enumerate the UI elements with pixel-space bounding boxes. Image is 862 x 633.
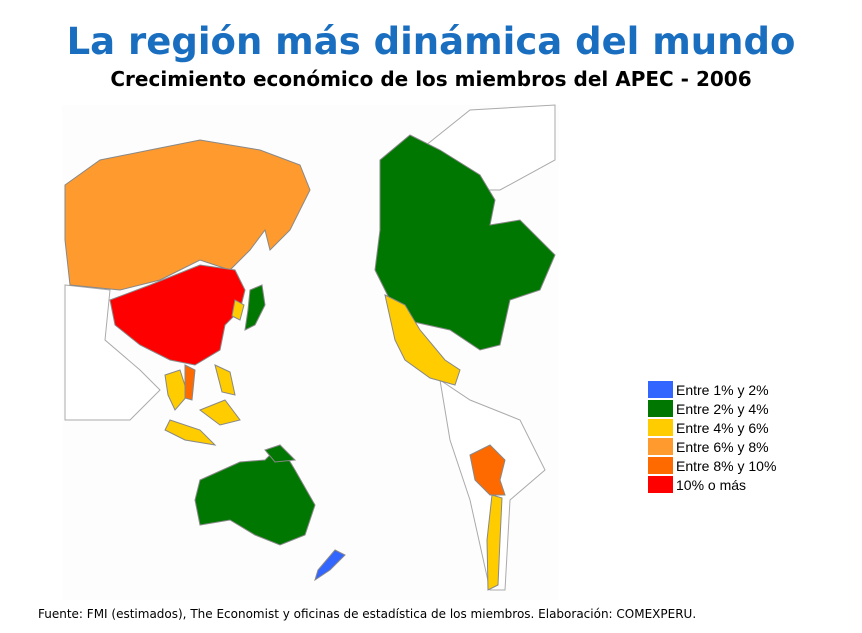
legend-swatch: [648, 419, 673, 436]
legend-label: Entre 2% y 4%: [676, 400, 769, 417]
legend-label: Entre 6% y 8%: [676, 438, 769, 455]
legend-swatch: [648, 400, 673, 417]
legend-label: 10% o más: [676, 476, 747, 493]
mexico: [384, 294, 461, 386]
malaysia: [198, 399, 241, 426]
vietnam: [184, 364, 196, 401]
legend-swatch: [648, 438, 673, 455]
korea: [231, 299, 245, 321]
legend: Entre 1% y 2% Entre 2% y 4% Entre 4% y 6% E…: [648, 380, 776, 494]
legend-entry: 10% o más: [648, 475, 776, 494]
china: [109, 264, 246, 366]
legend-label: Entre 1% y 2%: [676, 381, 769, 398]
legend-swatch: [648, 381, 673, 398]
russia: [64, 139, 311, 291]
japan: [244, 284, 266, 331]
new-zealand: [314, 549, 346, 582]
papua-new-guinea: [264, 444, 297, 463]
philippines: [214, 364, 236, 396]
legend-entry: Entre 4% y 6%: [648, 418, 776, 437]
thailand: [164, 369, 189, 411]
title: La región más dinámica del mundo: [66, 20, 796, 63]
legend-swatch: [648, 476, 673, 493]
legend-swatch: [648, 457, 673, 474]
member-economies: [64, 134, 556, 591]
peru: [469, 444, 506, 496]
legend-label: Entre 8% y 10%: [676, 457, 777, 474]
chile: [486, 494, 503, 591]
australia: [194, 444, 316, 546]
country: [64, 284, 161, 421]
indonesia: [164, 419, 217, 446]
north-america: [374, 134, 556, 351]
legend-label: Entre 4% y 6%: [676, 419, 769, 436]
legend-entry: Entre 2% y 4%: [648, 399, 776, 418]
legend-entry: Entre 8% y 10%: [648, 456, 776, 475]
legend-entry: Entre 6% y 8%: [648, 437, 776, 456]
subtitle: Crecimiento económico de los miembros de…: [110, 67, 752, 91]
legend-entry: Entre 1% y 2%: [648, 380, 776, 399]
source-note: Fuente: FMI (estimados), The Economist y…: [38, 607, 697, 621]
